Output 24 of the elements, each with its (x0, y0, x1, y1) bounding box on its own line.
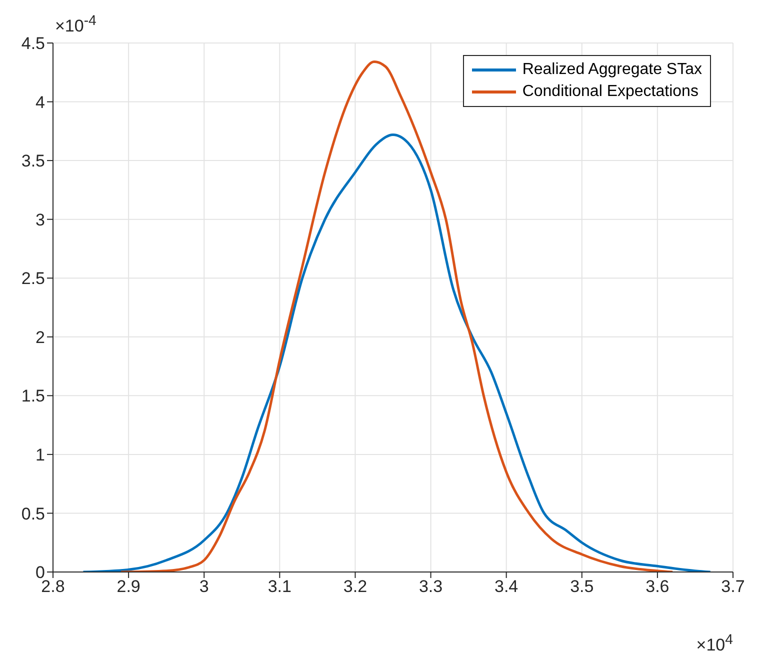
y-tick-label: 3.5 (21, 152, 45, 171)
x-tick-label: 3.4 (494, 577, 518, 596)
x-tick-label: 2.8 (41, 577, 65, 596)
x-tick-label: 3.1 (268, 577, 292, 596)
x-tick-label: 3.5 (570, 577, 594, 596)
y-tick-label: 4 (36, 92, 45, 112)
x-tick-label: 2.9 (116, 577, 140, 596)
x-tick-label: 3.7 (721, 577, 745, 596)
y-tick-label: 2.5 (21, 269, 45, 288)
legend-label: Realized Aggregate STax (522, 60, 702, 80)
y-tick-label: 0.5 (21, 504, 45, 524)
x-tick-label: 3.6 (646, 577, 670, 596)
x-tick-label: 3.3 (418, 577, 443, 596)
y-tick-label: 1.5 (21, 386, 45, 406)
x-tick-label: 3 (199, 577, 209, 596)
y-tick-label: 3 (36, 210, 45, 230)
legend-label: Conditional Expectations (522, 82, 698, 102)
x-tick-label: 3.2 (343, 577, 368, 596)
y-tick-label: 2 (36, 328, 45, 347)
text: ×10$^{4}$ (696, 632, 733, 656)
y-tick-label: 1 (36, 445, 45, 464)
y-tick-label: 4.5 (21, 34, 45, 54)
text: ×10$^{-4}$ (55, 13, 96, 37)
line-series (82, 133, 712, 572)
